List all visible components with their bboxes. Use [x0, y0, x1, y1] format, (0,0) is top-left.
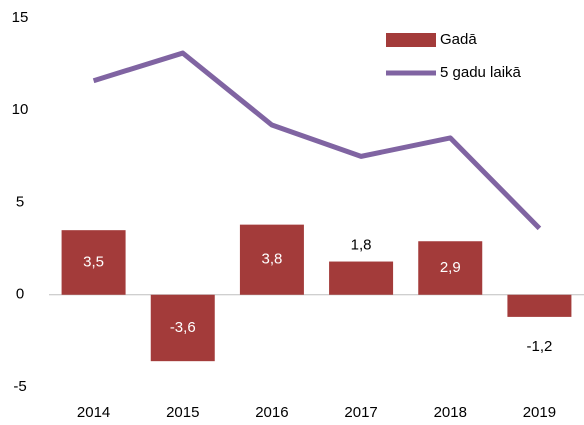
- data-label: 1,8: [351, 237, 372, 254]
- bar: [61, 230, 126, 295]
- y-tick-label: 10: [12, 101, 29, 118]
- data-label: 3,5: [83, 253, 104, 270]
- x-tick-label: 2017: [344, 404, 377, 421]
- y-tick-label: 5: [16, 193, 24, 210]
- legend-swatch: [386, 33, 436, 47]
- x-tick-label: 2014: [77, 404, 110, 421]
- x-tick-label: 2019: [523, 404, 556, 421]
- legend-label: 5 gadu laikā: [440, 64, 522, 81]
- data-label: 3,8: [261, 251, 282, 268]
- x-tick-label: 2015: [166, 404, 199, 421]
- y-tick-label: 0: [16, 286, 24, 303]
- data-label: 2,9: [440, 259, 461, 276]
- bar: [239, 224, 304, 295]
- bar: [150, 294, 215, 362]
- bar: [329, 261, 394, 295]
- y-tick-label: -5: [13, 378, 26, 395]
- y-tick-label: 15: [12, 9, 29, 26]
- legend-label: Gadā: [440, 31, 477, 48]
- bar: [418, 241, 483, 295]
- x-tick-label: 2018: [434, 404, 467, 421]
- data-label: -1,2: [526, 338, 552, 355]
- x-tick-label: 2016: [255, 404, 288, 421]
- bar: [507, 294, 572, 317]
- data-label: -3,6: [170, 319, 196, 336]
- line: [92, 50, 542, 231]
